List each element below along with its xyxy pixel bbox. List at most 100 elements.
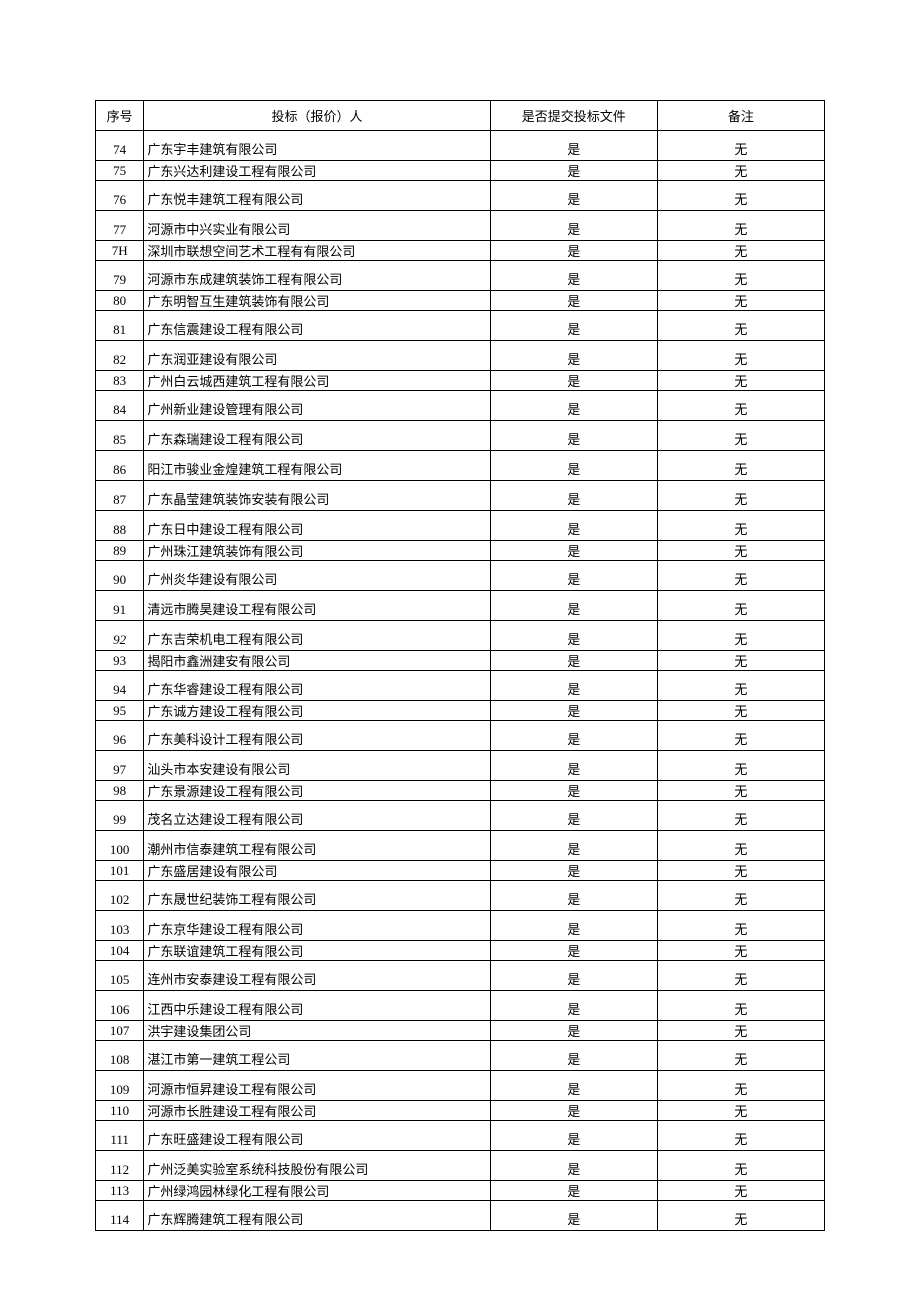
cell-remark: 无	[657, 651, 824, 671]
cell-submit: 是	[490, 211, 657, 241]
cell-seq: 98	[96, 781, 144, 801]
cell-bidder: 深圳市联想空间艺术工程有有限公司	[144, 241, 490, 261]
cell-bidder: 广东信震建设工程有限公司	[144, 311, 490, 341]
cell-bidder: 广东联谊建筑工程有限公司	[144, 941, 490, 961]
cell-seq: 107	[96, 1021, 144, 1041]
cell-remark: 无	[657, 801, 824, 831]
cell-bidder: 广州泛美实验室系统科技股份有限公司	[144, 1151, 490, 1181]
header-submit: 是否提交投标文件	[490, 101, 657, 131]
cell-remark: 无	[657, 211, 824, 241]
cell-submit: 是	[490, 561, 657, 591]
header-bidder: 投标（报价）人	[144, 101, 490, 131]
cell-bidder: 潮州市信泰建筑工程有限公司	[144, 831, 490, 861]
cell-bidder: 广东辉腾建筑工程有限公司	[144, 1201, 490, 1231]
cell-submit: 是	[490, 881, 657, 911]
cell-remark: 无	[657, 831, 824, 861]
table-row: 88广东日中建设工程有限公司是无	[96, 511, 825, 541]
cell-remark: 无	[657, 1181, 824, 1201]
cell-submit: 是	[490, 1201, 657, 1231]
table-header: 序号 投标（报价）人 是否提交投标文件 备注	[96, 101, 825, 131]
cell-submit: 是	[490, 241, 657, 261]
table-row: 114广东辉腾建筑工程有限公司是无	[96, 1201, 825, 1231]
table-row: 86阳江市骏业金煌建筑工程有限公司是无	[96, 451, 825, 481]
cell-submit: 是	[490, 391, 657, 421]
cell-submit: 是	[490, 371, 657, 391]
cell-bidder: 广东晟世纪装饰工程有限公司	[144, 881, 490, 911]
cell-bidder: 河源市长胜建设工程有限公司	[144, 1101, 490, 1121]
cell-submit: 是	[490, 481, 657, 511]
cell-submit: 是	[490, 1041, 657, 1071]
table-row: 104广东联谊建筑工程有限公司是无	[96, 941, 825, 961]
cell-submit: 是	[490, 621, 657, 651]
table-row: 103广东京华建设工程有限公司是无	[96, 911, 825, 941]
cell-remark: 无	[657, 701, 824, 721]
cell-bidder: 广东晶莹建筑装饰安装有限公司	[144, 481, 490, 511]
cell-remark: 无	[657, 481, 824, 511]
cell-submit: 是	[490, 1101, 657, 1121]
cell-seq: 81	[96, 311, 144, 341]
cell-bidder: 广东旺盛建设工程有限公司	[144, 1121, 490, 1151]
cell-seq: 88	[96, 511, 144, 541]
cell-submit: 是	[490, 591, 657, 621]
cell-remark: 无	[657, 261, 824, 291]
cell-seq: 91	[96, 591, 144, 621]
table-row: 112广州泛美实验室系统科技股份有限公司是无	[96, 1151, 825, 1181]
table-row: 113广州绿鸿园林绿化工程有限公司是无	[96, 1181, 825, 1201]
table-row: 111广东旺盛建设工程有限公司是无	[96, 1121, 825, 1151]
cell-seq: 96	[96, 721, 144, 751]
cell-seq: 100	[96, 831, 144, 861]
cell-remark: 无	[657, 511, 824, 541]
cell-bidder: 揭阳市鑫洲建安有限公司	[144, 651, 490, 671]
cell-remark: 无	[657, 911, 824, 941]
cell-bidder: 洪宇建设集团公司	[144, 1021, 490, 1041]
cell-remark: 无	[657, 881, 824, 911]
cell-submit: 是	[490, 261, 657, 291]
table-row: 102广东晟世纪装饰工程有限公司是无	[96, 881, 825, 911]
cell-seq: 97	[96, 751, 144, 781]
table-row: 105连州市安泰建设工程有限公司是无	[96, 961, 825, 991]
table-row: 93揭阳市鑫洲建安有限公司是无	[96, 651, 825, 671]
cell-submit: 是	[490, 131, 657, 161]
cell-remark: 无	[657, 161, 824, 181]
cell-submit: 是	[490, 861, 657, 881]
cell-seq: 114	[96, 1201, 144, 1231]
cell-remark: 无	[657, 371, 824, 391]
cell-seq: 82	[96, 341, 144, 371]
cell-remark: 无	[657, 1041, 824, 1071]
cell-submit: 是	[490, 161, 657, 181]
cell-bidder: 广东宇丰建筑有限公司	[144, 131, 490, 161]
table-row: 77河源市中兴实业有限公司是无	[96, 211, 825, 241]
cell-seq: 90	[96, 561, 144, 591]
cell-bidder: 广东诚方建设工程有限公司	[144, 701, 490, 721]
cell-bidder: 河源市中兴实业有限公司	[144, 211, 490, 241]
cell-bidder: 广州新业建设管理有限公司	[144, 391, 490, 421]
table-row: 82广东润亚建设有限公司是无	[96, 341, 825, 371]
cell-bidder: 河源市恒昇建设工程有限公司	[144, 1071, 490, 1101]
cell-seq: 80	[96, 291, 144, 311]
cell-bidder: 广东明智互生建筑装饰有限公司	[144, 291, 490, 311]
cell-seq: 79	[96, 261, 144, 291]
cell-submit: 是	[490, 451, 657, 481]
cell-remark: 无	[657, 781, 824, 801]
cell-seq: 76	[96, 181, 144, 211]
cell-bidder: 广东吉荣机电工程有限公司	[144, 621, 490, 651]
cell-submit: 是	[490, 941, 657, 961]
cell-bidder: 广东润亚建设有限公司	[144, 341, 490, 371]
cell-bidder: 汕头市本安建设有限公司	[144, 751, 490, 781]
table-row: 85广东森瑞建设工程有限公司是无	[96, 421, 825, 451]
cell-seq: 92	[96, 621, 144, 651]
cell-submit: 是	[490, 181, 657, 211]
table-row: 81广东信震建设工程有限公司是无	[96, 311, 825, 341]
cell-submit: 是	[490, 801, 657, 831]
table-row: 91清远市腾昊建设工程有限公司是无	[96, 591, 825, 621]
cell-seq: 110	[96, 1101, 144, 1121]
cell-submit: 是	[490, 1181, 657, 1201]
cell-seq: 103	[96, 911, 144, 941]
cell-remark: 无	[657, 1151, 824, 1181]
cell-bidder: 广州绿鸿园林绿化工程有限公司	[144, 1181, 490, 1201]
cell-remark: 无	[657, 341, 824, 371]
cell-seq: 89	[96, 541, 144, 561]
table-row: 97汕头市本安建设有限公司是无	[96, 751, 825, 781]
table-row: 100潮州市信泰建筑工程有限公司是无	[96, 831, 825, 861]
cell-submit: 是	[490, 991, 657, 1021]
